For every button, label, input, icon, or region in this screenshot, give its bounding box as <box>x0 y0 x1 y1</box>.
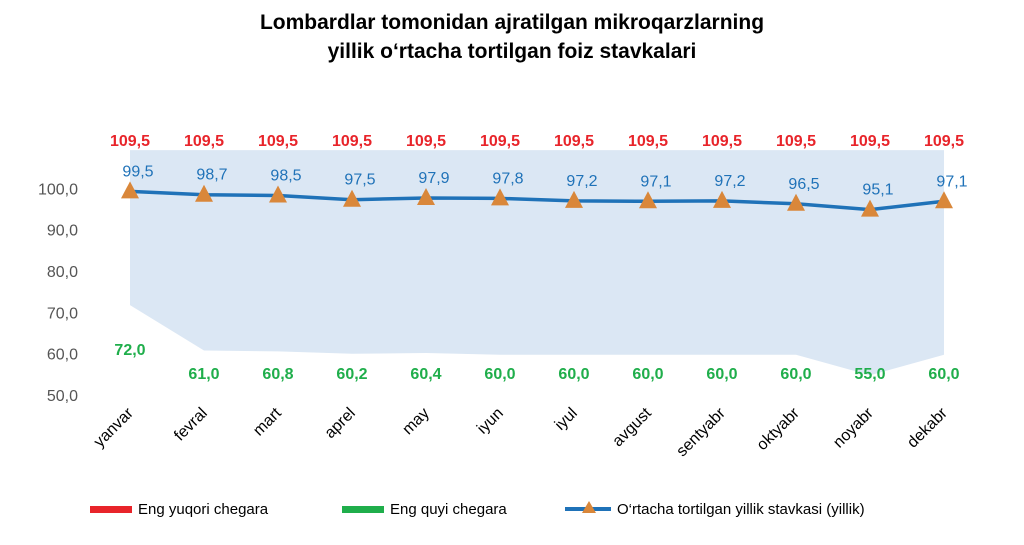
chart-title: Lombardlar tomonidan ajratilgan mikroqar… <box>0 8 1024 66</box>
upper-data-label: 109,5 <box>776 133 816 150</box>
avg-data-label: 97,9 <box>418 170 449 187</box>
upper-data-label: 109,5 <box>480 133 520 150</box>
legend-swatch-avg <box>565 497 611 521</box>
avg-marker <box>713 190 731 208</box>
upper-data-label: 109,5 <box>924 133 964 150</box>
x-tick-label: oktyabr <box>754 404 804 454</box>
lower-data-label: 60,0 <box>928 366 959 383</box>
lower-data-label: 60,0 <box>558 366 589 383</box>
chart-title-line-2: yillik o‘rtacha tortilgan foiz stavkalar… <box>327 40 697 63</box>
x-tick-label: avgust <box>609 404 655 450</box>
avg-data-label: 98,7 <box>196 167 227 184</box>
upper-data-label: 109,5 <box>554 133 594 150</box>
chart-plot: 50,0 60,0 70,0 80,0 90,0 100,0 99,5 109,5 72,0 ya… <box>38 133 968 460</box>
avg-data-label: 97,8 <box>492 170 523 187</box>
avg-series-line <box>129 189 945 212</box>
lower-data-label: 60,0 <box>632 366 663 383</box>
avg-marker <box>269 185 287 203</box>
x-tick-label: fevral <box>171 405 211 445</box>
avg-data-label: 96,5 <box>788 176 819 193</box>
range-band-area <box>130 150 944 376</box>
avg-marker <box>935 191 953 209</box>
chart-legend: Eng yuqori chegara Eng quyi chegara O‘rt… <box>0 497 1024 521</box>
lower-data-label: 55,0 <box>854 366 885 383</box>
lower-data-label: 60,2 <box>336 366 367 383</box>
avg-marker <box>565 190 583 208</box>
upper-data-label: 109,5 <box>258 133 298 150</box>
x-tick-label: dekabr <box>904 404 951 451</box>
x-tick-label: sentyabr <box>673 404 729 460</box>
chart-title-line-1: Lombardlar tomonidan ajratilgan mikroqar… <box>259 11 765 34</box>
x-tick-label: yanvar <box>91 404 137 450</box>
y-tick-label: 60,0 <box>47 347 78 364</box>
legend-swatch-lower <box>342 505 384 513</box>
avg-marker <box>861 199 879 217</box>
upper-data-label: 109,5 <box>628 133 668 150</box>
avg-marker <box>195 184 213 202</box>
legend-label-upper: Eng yuqori chegara <box>138 500 269 518</box>
x-tick-label: may <box>399 405 432 438</box>
legend-swatch-upper <box>90 505 132 513</box>
x-tick-label: iyul <box>552 405 581 434</box>
x-tick-label: iyun <box>474 405 507 438</box>
y-tick-label: 100,0 <box>38 181 78 198</box>
avg-marker <box>639 191 657 209</box>
x-tick-label: aprel <box>322 405 359 442</box>
lower-data-label: 60,8 <box>262 366 293 383</box>
upper-data-label: 109,5 <box>702 133 742 150</box>
upper-data-label: 109,5 <box>184 133 224 150</box>
x-tick-label: noyabr <box>830 404 877 451</box>
lower-data-label: 60,0 <box>780 366 811 383</box>
lower-data-label: 72,0 <box>114 342 145 359</box>
avg-marker <box>121 181 139 199</box>
legend-item-lower: Eng quyi chegara <box>342 497 507 521</box>
upper-data-label: 109,5 <box>110 133 150 150</box>
avg-marker <box>343 189 361 207</box>
legend-item-avg: O‘rtacha tortilgan yillik stavkasi (yill… <box>565 497 865 521</box>
legend-item-upper: Eng yuqori chegara <box>90 497 268 521</box>
y-tick-label: 80,0 <box>47 264 78 281</box>
y-tick-label: 90,0 <box>47 223 78 240</box>
avg-data-label: 99,5 <box>122 163 153 180</box>
upper-data-label: 109,5 <box>850 133 890 150</box>
lower-data-label: 60,0 <box>484 366 515 383</box>
avg-marker <box>417 188 435 205</box>
lower-data-label: 61,0 <box>188 366 219 383</box>
avg-data-label: 97,5 <box>344 172 375 189</box>
upper-data-label: 109,5 <box>332 133 372 150</box>
upper-data-label: 109,5 <box>406 133 446 150</box>
y-tick-label: 70,0 <box>47 305 78 322</box>
avg-data-label: 97,2 <box>566 173 597 190</box>
avg-data-label: 97,1 <box>640 173 671 190</box>
legend-label-lower: Eng quyi chegara <box>390 500 507 518</box>
legend-label-avg: O‘rtacha tortilgan yillik stavkasi (yill… <box>617 500 865 518</box>
x-tick-label: mart <box>250 404 285 439</box>
y-tick-label: 50,0 <box>47 388 78 405</box>
lower-data-label: 60,0 <box>706 366 737 383</box>
avg-marker <box>787 193 805 211</box>
avg-marker <box>491 188 509 206</box>
lower-data-label: 60,4 <box>410 366 441 383</box>
avg-data-label: 98,5 <box>270 168 301 185</box>
avg-data-label: 95,1 <box>862 182 893 199</box>
avg-data-label: 97,1 <box>936 173 967 190</box>
avg-data-label: 97,2 <box>714 173 745 190</box>
